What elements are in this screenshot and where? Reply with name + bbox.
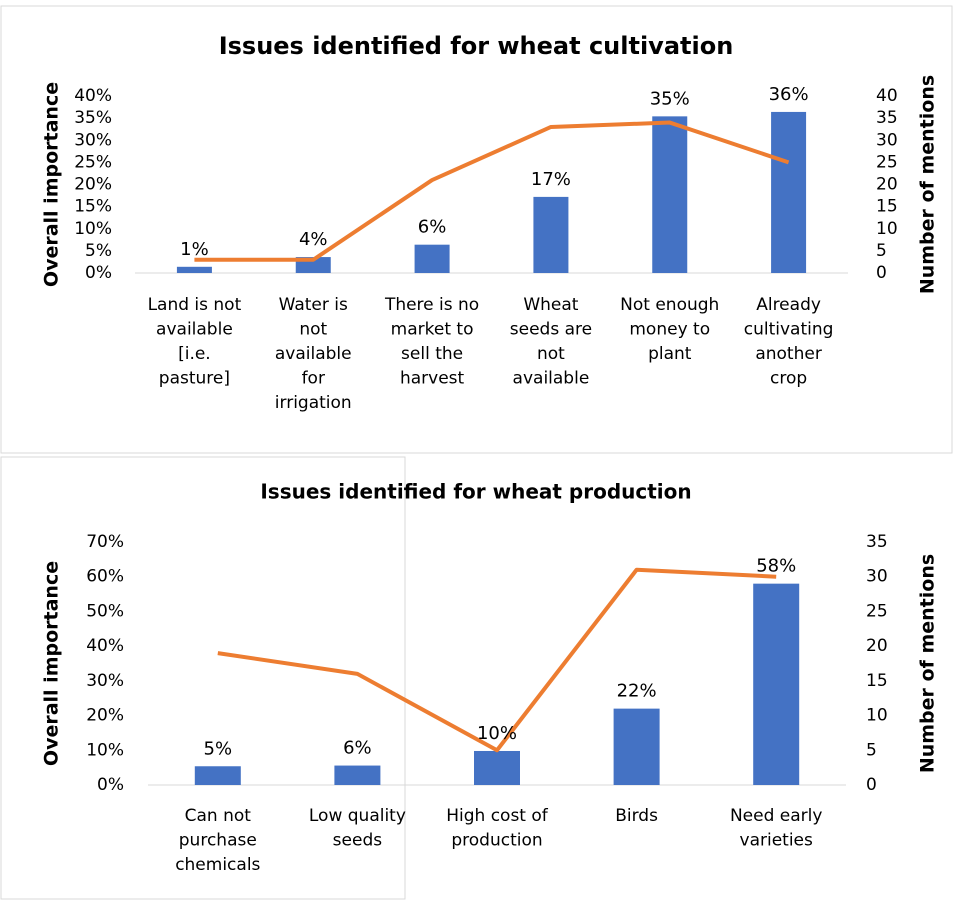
y2-tick-label: 30 xyxy=(866,567,888,587)
data-label: 22% xyxy=(617,681,657,702)
y-tick-label: 25% xyxy=(74,152,112,172)
bar xyxy=(334,765,381,785)
line xyxy=(217,567,777,753)
x-tick-label: Not enough money to plant xyxy=(620,295,719,364)
x-tick-label: Water is not available for irrigation xyxy=(275,295,352,413)
data-label: 58% xyxy=(756,556,796,577)
bar xyxy=(753,583,800,785)
x-tick-label: High cost of production xyxy=(446,806,549,851)
y2-tick-label: 15 xyxy=(866,671,888,691)
y-tick-label: 0% xyxy=(97,775,124,795)
bar xyxy=(771,111,807,274)
chart-title: Issues identified for wheat cultivation xyxy=(219,32,734,60)
y-tick-label: 50% xyxy=(86,601,124,621)
y-tick-label: 35% xyxy=(74,108,112,128)
y2-tick-label: 0 xyxy=(876,263,887,283)
bar xyxy=(176,266,212,273)
y-tick-label: 30% xyxy=(86,671,124,691)
y-tick-label: 30% xyxy=(74,130,112,150)
chart-frame xyxy=(0,456,406,900)
data-label: 5% xyxy=(204,738,233,759)
y-tick-label: 40% xyxy=(86,636,124,656)
x-tick-label: There is no market to sell the harvest xyxy=(384,295,479,389)
y2-tick-label: 25 xyxy=(866,601,888,621)
y2-tick-label: 10 xyxy=(866,706,888,726)
data-label: 4% xyxy=(299,229,328,250)
y2-tick-label: 35 xyxy=(876,108,898,128)
y-axis-title: Overall importance xyxy=(41,561,63,766)
y2-tick-label: 30 xyxy=(876,130,898,150)
y-tick-label: 10% xyxy=(86,740,124,760)
y2-tick-label: 25 xyxy=(876,152,898,172)
bar xyxy=(474,750,520,785)
x-tick-label: Land is not available [i.e. pasture] xyxy=(148,295,242,389)
data-label: 36% xyxy=(769,84,809,105)
bar xyxy=(194,766,241,785)
y2-tick-label: 35 xyxy=(866,532,888,552)
y2-tick-label: 10 xyxy=(876,219,898,239)
y-tick-label: 15% xyxy=(74,197,112,217)
y-tick-label: 10% xyxy=(74,219,112,239)
data-label: 10% xyxy=(477,723,517,744)
data-label: 6% xyxy=(343,738,372,759)
y2-axis-title: Number of mentions xyxy=(917,75,939,294)
data-label: 1% xyxy=(180,239,209,260)
chart-frame xyxy=(0,5,953,454)
y2-tick-label: 20 xyxy=(866,636,888,656)
x-tick-label: Birds xyxy=(615,806,658,826)
y-tick-label: 5% xyxy=(85,241,112,261)
y-tick-label: 60% xyxy=(86,567,124,587)
data-label: 6% xyxy=(418,217,447,238)
y-tick-label: 20% xyxy=(74,175,112,195)
x-tick-label: Low quality seeds xyxy=(309,806,406,851)
bar xyxy=(414,244,450,273)
y-tick-label: 40% xyxy=(74,86,112,106)
x-tick-label: Wheat seeds are not available xyxy=(510,295,592,389)
y-tick-label: 20% xyxy=(86,706,124,726)
y2-tick-label: 5 xyxy=(866,740,877,760)
y-tick-label: 0% xyxy=(85,263,112,283)
y2-tick-label: 15 xyxy=(876,197,898,217)
y2-tick-label: 5 xyxy=(876,241,887,261)
data-label: 17% xyxy=(531,169,571,190)
y2-tick-label: 0 xyxy=(866,775,877,795)
y2-tick-label: 20 xyxy=(876,175,898,195)
bar xyxy=(533,196,569,273)
y2-tick-label: 40 xyxy=(876,86,898,106)
bar xyxy=(652,116,688,273)
data-label: 35% xyxy=(650,88,690,109)
chart-title: Issues identified for wheat production xyxy=(260,480,691,504)
x-tick-label: Already cultivating another crop xyxy=(744,295,834,389)
y-axis-title: Overall importance xyxy=(41,82,63,287)
y2-axis-title: Number of mentions xyxy=(917,554,939,773)
y-tick-label: 70% xyxy=(86,532,124,552)
line xyxy=(194,120,790,262)
bar xyxy=(613,708,660,785)
x-tick-label: Can not purchase chemicals xyxy=(175,806,260,875)
x-tick-label: Need early varieties xyxy=(730,806,822,851)
